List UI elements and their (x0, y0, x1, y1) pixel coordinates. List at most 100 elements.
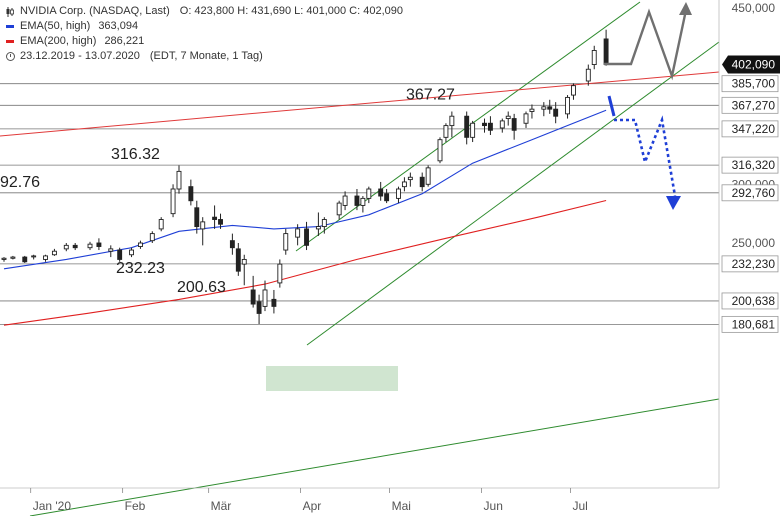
bullish-arrowhead (679, 2, 692, 15)
x-tick-label: Feb (125, 499, 146, 513)
candle-body (511, 118, 517, 131)
candle-body (188, 186, 194, 202)
candle-body (63, 244, 69, 250)
candle-body (1, 257, 7, 260)
candle-body (256, 301, 262, 314)
candle-body (401, 181, 407, 188)
x-tick-label: Jul (573, 499, 588, 513)
candle-body (529, 108, 535, 112)
candle-body (176, 170, 182, 190)
candle-body (295, 228, 301, 238)
candle-body (200, 221, 206, 230)
candle-body (407, 176, 413, 181)
candle-body (360, 197, 366, 206)
candle-body (603, 38, 609, 65)
ema200-label: EMA(200, high) (20, 35, 97, 47)
candle-body (10, 256, 16, 259)
candle-body (149, 233, 155, 242)
candle-body (321, 219, 327, 228)
candle-body (72, 244, 78, 249)
candle-body (437, 139, 443, 162)
candle-body (22, 256, 28, 263)
level-annotation: 367.27 (406, 86, 455, 103)
level-price-label: 180,681 (732, 317, 776, 331)
candle-body (482, 122, 487, 127)
level-price-label: 232,230 (732, 257, 776, 271)
candle-body (250, 289, 256, 305)
candle-body (470, 122, 476, 138)
level-annotation: 200.63 (177, 279, 226, 296)
candle-body (553, 108, 559, 117)
candle-body (212, 216, 218, 220)
candle-body (591, 50, 597, 66)
instrument-name: NVIDIA Corp. (NASDAQ, Last) (20, 5, 170, 17)
level-price-label: 316,320 (732, 158, 776, 172)
candle-body (218, 219, 223, 225)
ema200-swatch (6, 40, 14, 43)
level-price-tag (721, 292, 779, 310)
candle-body (396, 188, 401, 199)
candle-body (384, 193, 390, 202)
level-annotation: 316.32 (111, 146, 160, 163)
candle-body (315, 226, 321, 230)
last-price-label: 402,090 (732, 57, 776, 71)
x-tick-label: Mär (211, 499, 232, 513)
level-price-tag (721, 120, 779, 138)
candle-body (505, 115, 511, 120)
candle-body (419, 176, 425, 188)
ema50-label: EMA(50, high) (20, 20, 91, 32)
level-annotation: 232.23 (116, 260, 165, 277)
candle-body (43, 255, 48, 260)
candle-body (87, 243, 93, 249)
candle-body (241, 258, 247, 265)
x-tick-label: Mai (392, 499, 411, 513)
candle-body (585, 68, 591, 82)
candle-body (425, 167, 431, 185)
candle-body (336, 202, 342, 216)
candle-body (443, 125, 449, 138)
longterm-trendline (29, 398, 720, 516)
ema50-swatch (6, 25, 14, 28)
bearish-scenario-path (614, 115, 677, 197)
level-price-label: 385,700 (732, 77, 776, 91)
level-price-tag (721, 75, 779, 93)
clock-icon (6, 52, 15, 61)
candle-body (541, 106, 547, 110)
candle-body (170, 188, 176, 215)
candle-body (158, 219, 164, 230)
candle-body (194, 207, 200, 228)
chart-legend: NVIDIA Corp. (NASDAQ, Last) O: 423,800 H… (6, 4, 403, 64)
level-price-label: 367,270 (732, 98, 776, 112)
support-zone (266, 366, 398, 391)
candle-body (523, 113, 529, 124)
ohlc-values: O: 423,800 H: 431,690 L: 401,000 C: 402,… (179, 5, 403, 17)
candle-body (96, 242, 102, 247)
x-tick-label: Jan '20 (33, 499, 72, 513)
candle-body (366, 188, 372, 199)
candle-body (129, 249, 134, 256)
candle-body (137, 242, 143, 247)
candle-body (354, 195, 360, 206)
resistance-trendline (0, 71, 720, 137)
candle-body (304, 228, 309, 246)
ema50-value: 363,094 (98, 20, 139, 32)
level-price-tag (721, 315, 779, 333)
candle-body (547, 106, 553, 110)
level-price-label: 200,638 (732, 294, 776, 308)
candle-body (271, 298, 277, 307)
y-tick-label: 250,000 (732, 236, 776, 250)
candle-body (117, 249, 123, 260)
period-info: (EDT, 7 Monate, 1 Tag) (149, 50, 263, 62)
candle-body (342, 195, 348, 206)
bearish-arrowhead (666, 196, 681, 210)
candle-body (565, 96, 570, 115)
period-range: 23.12.2019 - 13.07.2020 (20, 50, 140, 62)
level-price-label: 292,760 (732, 186, 776, 200)
candle-body (229, 240, 235, 249)
candle-body (449, 115, 455, 127)
ema200-line (3, 199, 607, 326)
candle-body (31, 255, 37, 258)
candle-body (499, 120, 505, 129)
candle-body (283, 233, 289, 251)
